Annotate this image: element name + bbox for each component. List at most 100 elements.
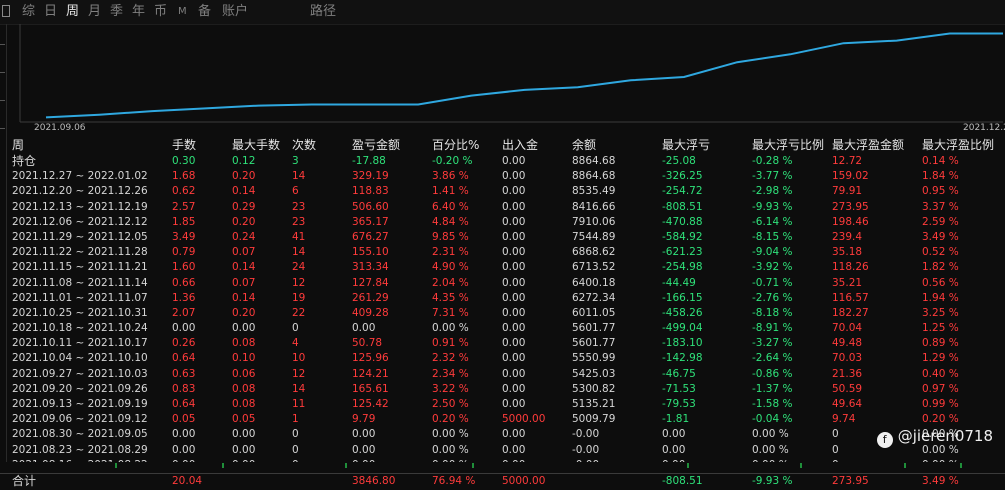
header-cell: 最大浮亏比例 bbox=[752, 138, 825, 152]
tab-day[interactable]: 日 bbox=[44, 4, 58, 19]
max-lots-cell: 0.14 bbox=[232, 261, 256, 274]
week-cell: 2021.09.13 ~ 2021.09.19 bbox=[12, 398, 148, 410]
tab-m[interactable]: M bbox=[178, 6, 187, 17]
week-cell: 2021.09.06 ~ 2021.09.12 bbox=[12, 413, 148, 426]
count-cell: 22 bbox=[292, 306, 306, 319]
max-profit-pct-cell: 0.40 % bbox=[922, 367, 959, 380]
tab-month[interactable]: 月 bbox=[88, 4, 102, 19]
pnl-cell: 155.10 bbox=[352, 246, 389, 259]
max-profit-cell: 273.95 bbox=[832, 200, 869, 213]
pnl-cell: 165.61 bbox=[352, 382, 389, 395]
pct-cell: 1.41 % bbox=[432, 185, 469, 198]
max-profit-cell: 182.27 bbox=[832, 306, 869, 319]
max-profit-pct-cell: 3.25 % bbox=[922, 306, 959, 319]
max-lots-cell: 0.29 bbox=[232, 200, 256, 213]
inout-cell: 0.00 bbox=[502, 246, 526, 259]
max-loss-pct-cell: 0.00 % bbox=[752, 443, 789, 456]
balance-cell: 7910.06 bbox=[572, 215, 616, 228]
table-row[interactable]: 2021.10.25 ~ 2021.10.31 2.07 0.20 22 409.28 7… bbox=[0, 306, 1005, 321]
max-loss-pct-cell: -2.76 % bbox=[752, 291, 793, 304]
max-lots-cell: 0.20 bbox=[232, 170, 256, 183]
max-loss-cell: -470.88 bbox=[662, 215, 703, 228]
total-inout: 5000.00 bbox=[502, 474, 546, 487]
pct-cell: 0.00 % bbox=[432, 322, 469, 335]
bottom-scroll-bar[interactable] bbox=[0, 462, 1005, 468]
lots-cell: 0.26 bbox=[172, 337, 196, 350]
count-cell: 14 bbox=[292, 170, 306, 183]
count-cell: 10 bbox=[292, 352, 306, 365]
max-profit-cell: 49.64 bbox=[832, 398, 863, 410]
table-row[interactable]: 2021.10.18 ~ 2021.10.24 0.00 0.00 0 0.00 0.00… bbox=[0, 321, 1005, 336]
inout-cell: 0.00 bbox=[502, 443, 526, 456]
table-row[interactable]: 2021.11.08 ~ 2021.11.14 0.66 0.07 12 127.84 2… bbox=[0, 276, 1005, 291]
table-row[interactable]: 2021.09.13 ~ 2021.09.19 0.64 0.08 11 125.42 2… bbox=[0, 397, 1005, 412]
count-cell: 3 bbox=[292, 155, 299, 167]
max-loss-pct-cell: -9.04 % bbox=[752, 246, 793, 259]
tab-quarter[interactable]: 季 bbox=[110, 4, 124, 19]
count-cell: 0 bbox=[292, 322, 299, 335]
header-cell: 最大浮盈金额 bbox=[832, 138, 905, 152]
table-row[interactable]: 2021.11.22 ~ 2021.11.28 0.79 0.07 14 155.10 2… bbox=[0, 245, 1005, 260]
pnl-cell: 409.28 bbox=[352, 306, 389, 319]
max-profit-cell: 35.18 bbox=[832, 246, 863, 259]
tab-currency[interactable]: 币 bbox=[154, 4, 168, 19]
count-cell: 23 bbox=[292, 200, 306, 213]
tab-path[interactable]: 路径 bbox=[310, 4, 337, 19]
table-row[interactable]: 2021.11.29 ~ 2021.12.05 3.49 0.24 41 676.27 9… bbox=[0, 230, 1005, 245]
max-loss-pct-cell: -8.91 % bbox=[752, 322, 793, 335]
week-cell: 2021.12.13 ~ 2021.12.19 bbox=[12, 200, 148, 213]
max-loss-pct-cell: -1.58 % bbox=[752, 398, 793, 410]
equity-chart: 2021.09.06 2021.12.27 bbox=[0, 24, 1005, 134]
table-row[interactable]: 2021.09.27 ~ 2021.10.03 0.63 0.06 12 124.21 2… bbox=[0, 367, 1005, 382]
max-lots-cell: 0.10 bbox=[232, 352, 256, 365]
balance-cell: 5009.79 bbox=[572, 413, 616, 426]
max-loss-cell: -254.98 bbox=[662, 261, 703, 274]
max-profit-pct-cell: 0.14 % bbox=[922, 155, 959, 167]
holding-row[interactable]: 持仓 0.30 0.12 3 -17.88 -0.20 % 0.00 8864.68 -25.0… bbox=[0, 154, 1005, 169]
max-profit-cell: 0 bbox=[832, 443, 839, 456]
max-lots-cell: 0.07 bbox=[232, 276, 256, 289]
table-header: 周 手数 最大手数 次数 盈亏金额 百分比% 出入金 余额 最大浮亏 最大浮亏比例 最大浮盈金额 最大… bbox=[0, 137, 1005, 154]
table-row[interactable]: 2021.10.04 ~ 2021.10.10 0.64 0.10 10 125.96 2… bbox=[0, 351, 1005, 366]
left-rail bbox=[0, 24, 7, 468]
week-cell: 2021.09.27 ~ 2021.10.03 bbox=[12, 367, 148, 380]
table-row[interactable]: 2021.12.06 ~ 2021.12.12 1.85 0.20 23 365.17 4… bbox=[0, 215, 1005, 230]
week-cell: 2021.12.20 ~ 2021.12.26 bbox=[12, 185, 148, 198]
header-cell: 最大手数 bbox=[232, 138, 281, 152]
count-cell: 4 bbox=[292, 337, 299, 350]
tab-summary[interactable]: 综 bbox=[22, 4, 36, 19]
pnl-cell: 124.21 bbox=[352, 367, 389, 380]
table-row[interactable]: 2021.11.15 ~ 2021.11.21 1.60 0.14 24 313.34 4… bbox=[0, 260, 1005, 275]
pct-cell: 2.04 % bbox=[432, 276, 469, 289]
max-loss-cell: -71.53 bbox=[662, 382, 696, 395]
panel-toggle-icon[interactable] bbox=[2, 5, 10, 17]
max-loss-pct-cell: -0.28 % bbox=[752, 155, 793, 167]
total-pct: 76.94 % bbox=[432, 474, 476, 487]
tab-account[interactable]: 账户 bbox=[222, 4, 249, 19]
table-row[interactable]: 2021.08.23 ~ 2021.08.29 0.00 0.00 0 0.00 0.00… bbox=[0, 443, 1005, 458]
max-loss-cell: -254.72 bbox=[662, 185, 703, 198]
table-row[interactable]: 2021.10.11 ~ 2021.10.17 0.26 0.08 4 50.78 0.9… bbox=[0, 336, 1005, 351]
max-lots-cell: 0.14 bbox=[232, 185, 256, 198]
table-row[interactable]: 2021.11.01 ~ 2021.11.07 1.36 0.14 19 261.29 4… bbox=[0, 291, 1005, 306]
tab-year[interactable]: 年 bbox=[132, 4, 146, 19]
table-row[interactable]: 2021.09.06 ~ 2021.09.12 0.05 0.05 1 9.79 0.20… bbox=[0, 412, 1005, 427]
total-max-loss-pct: -9.93 % bbox=[752, 474, 793, 487]
table-row[interactable]: 2021.12.13 ~ 2021.12.19 2.57 0.29 23 506.60 6… bbox=[0, 200, 1005, 215]
lots-cell: 0.83 bbox=[172, 382, 196, 395]
tab-note[interactable]: 备 bbox=[198, 4, 212, 19]
max-lots-cell: 0.00 bbox=[232, 428, 256, 441]
table-row[interactable]: 2021.09.20 ~ 2021.09.26 0.83 0.08 14 165.61 3… bbox=[0, 382, 1005, 397]
week-cell: 2021.11.22 ~ 2021.11.28 bbox=[12, 246, 148, 259]
balance-cell: 6713.52 bbox=[572, 261, 616, 274]
table-row[interactable]: 2021.12.20 ~ 2021.12.26 0.62 0.14 6 118.83 1.… bbox=[0, 184, 1005, 199]
max-profit-cell: 21.36 bbox=[832, 367, 863, 380]
max-loss-cell: -25.08 bbox=[662, 155, 696, 167]
max-profit-cell: 116.57 bbox=[832, 291, 869, 304]
max-profit-pct-cell: 0.00 % bbox=[922, 443, 959, 456]
balance-cell: -0.00 bbox=[572, 428, 600, 441]
table-row[interactable]: 2021.08.30 ~ 2021.09.05 0.00 0.00 0 0.00 0.00… bbox=[0, 427, 1005, 442]
table-row[interactable]: 2021.12.27 ~ 2022.01.02 1.68 0.20 14 329.19 3… bbox=[0, 169, 1005, 184]
tab-week[interactable]: 周 bbox=[66, 4, 80, 19]
balance-cell: 5425.03 bbox=[572, 367, 616, 380]
